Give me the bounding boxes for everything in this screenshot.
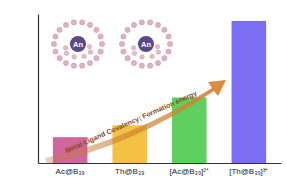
boron-atom (57, 56, 62, 61)
boron-atom (121, 34, 126, 39)
boron-atom (131, 22, 136, 27)
boron-atom (131, 46, 135, 50)
boron-atom (148, 20, 153, 25)
atom-label: An (141, 40, 151, 49)
boron-atom (63, 22, 68, 27)
x-tick-label: [Ac@B₃₉]²⁺ (170, 167, 209, 176)
actinide-atom (70, 36, 86, 52)
atom-label: An (73, 40, 83, 49)
boron-atom (87, 44, 91, 48)
y-axis-line (38, 15, 39, 164)
boron-atom (63, 60, 68, 65)
boron-atom (140, 55, 144, 59)
bar (172, 97, 207, 163)
actinide-atom (138, 36, 154, 52)
boron-atom (80, 63, 85, 68)
x-tick-label: Th@B₃₉ (115, 167, 144, 176)
x-axis-line (39, 163, 282, 164)
arrow-shape (45, 80, 226, 164)
boron-atom (148, 63, 153, 68)
bars (53, 21, 266, 163)
boron-atom (139, 63, 144, 68)
boron-atom (132, 51, 136, 55)
boron-atom (119, 41, 124, 46)
boron-atom (156, 50, 160, 54)
boron-atom (150, 54, 154, 58)
boron-atom (98, 49, 103, 54)
boron-atom (51, 41, 56, 46)
x-axis: Ac@B₃₉ Th@B₃₉ [Ac@B₃₉]²⁺ [Th@B₃₉]³⁺ (39, 163, 282, 176)
x-tick: Ac@B₃₉ (56, 163, 85, 176)
boron-atom (82, 54, 86, 58)
boron-atom (87, 22, 92, 27)
boron-atom (99, 41, 104, 46)
boron-atom (166, 49, 171, 54)
y-axis (38, 15, 39, 164)
boron-atom (87, 60, 92, 65)
x-tick: Th@B₃₉ (115, 163, 144, 176)
boron-atom (94, 27, 99, 32)
boron-atom (88, 50, 92, 54)
bar (232, 21, 267, 163)
boron-atom (121, 49, 126, 54)
x-tick: [Th@B₃₉]³⁺ (229, 163, 268, 176)
cage-illustration: An (119, 20, 172, 69)
boron-atom (71, 63, 76, 68)
boron-atom (162, 27, 167, 32)
boron-atom (53, 34, 58, 39)
boron-atom (64, 51, 68, 55)
boron-atom (94, 56, 99, 61)
boron-atom (139, 20, 144, 25)
boron-atom (162, 56, 167, 61)
boron-atom (63, 46, 67, 50)
boron-atom (125, 56, 130, 61)
x-tick: [Ac@B₃₉]²⁺ (170, 163, 209, 176)
boron-atom (80, 20, 85, 25)
arrow-label: Metal-Ligand Covalency; Formation energy (64, 89, 198, 155)
boron-atom (131, 60, 136, 65)
boron-atom (155, 44, 159, 48)
boron-atom (167, 41, 172, 46)
boron-atom (72, 55, 76, 59)
boron-atom (71, 20, 76, 25)
trend-arrow: Metal-Ligand Covalency; Formation energy (45, 80, 226, 164)
boron-atom (155, 60, 160, 65)
boron-atom (57, 27, 62, 32)
x-tick-label: Ac@B₃₉ (56, 167, 85, 176)
boron-atom (155, 22, 160, 27)
cage-illustration: An (51, 20, 104, 69)
boron-atom (53, 49, 58, 54)
x-tick-label: [Th@B₃₉]³⁺ (229, 167, 268, 176)
boron-atom (166, 34, 171, 39)
boron-atom (125, 27, 130, 32)
boron-atom (98, 34, 103, 39)
